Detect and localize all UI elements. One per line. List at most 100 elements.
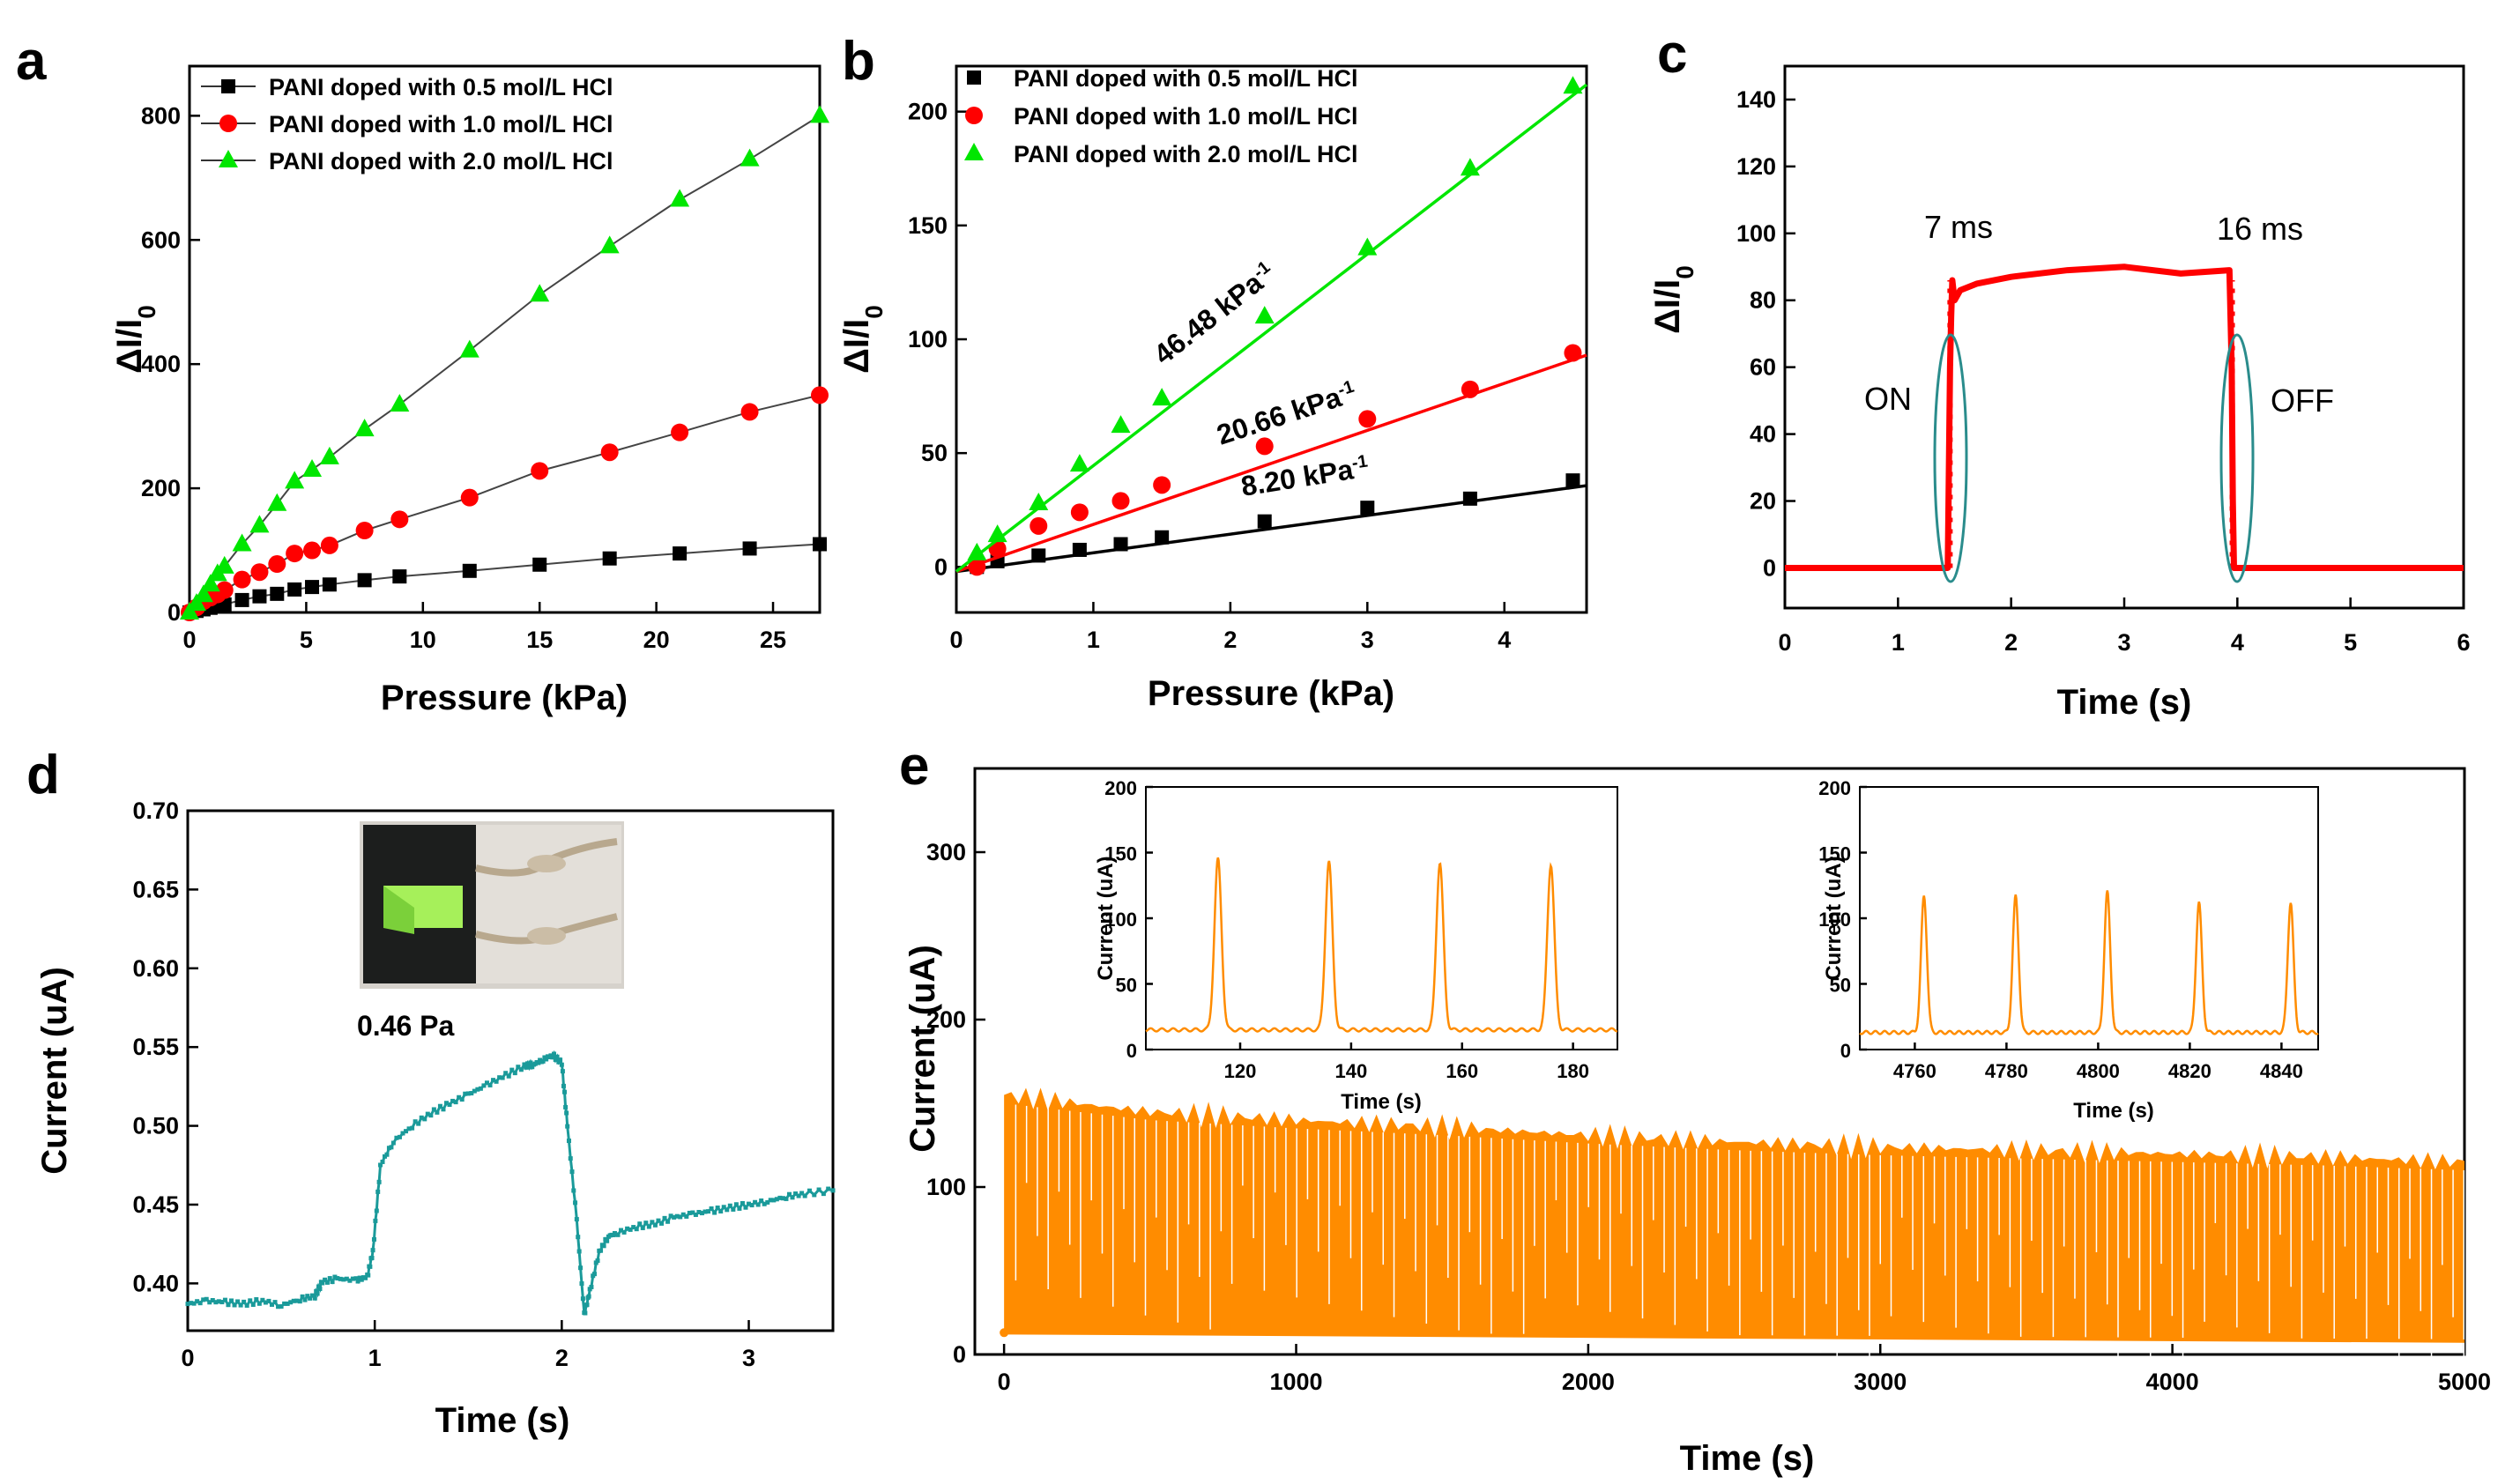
data-point [793,1191,799,1197]
data-point [1255,437,1274,456]
y-tick-label: 200 [141,475,181,501]
data-point [571,1188,576,1193]
data-point [350,1276,355,1281]
data-point [460,488,479,507]
panel-e-series [1000,1087,2465,1370]
x-tick-label: 4820 [2168,1060,2212,1082]
data-point [287,582,302,597]
y-tick-label: 100 [1736,220,1776,247]
data-point [693,1212,698,1217]
panel-d-xlabel: Time (s) [435,1401,570,1440]
data-point [715,1206,720,1211]
x-tick-label: 5 [2344,629,2357,656]
data-point [484,1080,489,1086]
y-tick-label: 50 [1116,975,1137,997]
data-point [668,1213,673,1219]
panel-d: d 0 1 2 3 0.40 0.45 0.50 0.55 0.60 0.65 0.70 0.46 … [26,745,836,1440]
y-tick-label: 0.70 [132,798,179,824]
data-point [718,1209,724,1214]
data-point [1111,492,1130,510]
y-tick-label: 100 [926,1174,966,1200]
data-point [327,1276,332,1281]
y-tick-label: 200 [1818,777,1851,799]
x-tick-label: 4 [1498,627,1511,653]
data-point [522,1062,527,1067]
data-point [699,1211,704,1216]
panel-a-letter: a [16,31,47,92]
data-point [222,1297,227,1302]
data-point [384,1152,390,1157]
data-point [544,1057,549,1062]
legend-a-square-marker [221,79,235,93]
data-point [1030,516,1048,535]
data-point [260,1297,265,1302]
data-point [560,1069,565,1074]
data-point [249,515,270,533]
x-tick-label: 6 [2457,629,2470,656]
data-point [780,1196,785,1201]
data-point [392,569,407,584]
data-point [472,1088,477,1094]
data-point [1031,548,1046,563]
data-point [319,446,339,464]
data-point [317,1287,323,1292]
data-point [481,1083,487,1088]
data-point [359,1277,364,1282]
data-point [291,1298,296,1303]
data-point [185,1302,190,1307]
data-point [563,1104,569,1109]
data-point [338,1276,343,1281]
y-tick-label: 200 [908,99,948,125]
inset-1-ticks: 120 140 160 180 0 50 100 150 200 [1104,777,1589,1082]
y-tick-label: 200 [926,1006,966,1033]
data-point [615,1232,621,1237]
x-tick-label: 5000 [2438,1369,2491,1395]
data-point [816,1187,821,1192]
data-point [516,1065,521,1070]
x-tick-label: 2 [1223,627,1237,653]
data-point [673,546,688,561]
data-point [347,1278,353,1283]
data-point [678,1214,683,1220]
data-point [552,1051,557,1057]
data-point [323,1277,328,1282]
data-point [400,1131,405,1136]
panel-d-letter: d [26,745,60,805]
data-point [680,1212,686,1217]
x-tick-label: 1 [1087,627,1100,653]
data-point [506,1073,511,1079]
data-point [659,1221,665,1226]
panel-d-ticks: 0 1 2 3 0.40 0.45 0.50 0.55 0.60 0.65 0.70 [132,798,755,1371]
data-point [631,1225,636,1230]
data-point [453,1100,458,1105]
data-point [286,545,304,563]
x-tick-label: 4000 [2146,1369,2199,1395]
y-tick-label: 800 [141,102,181,129]
data-point [580,1296,585,1302]
data-point [459,1097,465,1102]
series-line [189,394,821,613]
legend-a-triangle-marker [219,150,238,167]
x-tick-label: 2000 [1562,1369,1615,1395]
x-tick-label: 20 [643,627,670,653]
data-point [774,1197,779,1202]
panel-b-slope-black: 8.20 kPa-1 [1238,451,1371,502]
panel-e-inset-1: 120 140 160 180 0 50 100 150 200 Time (s) Curren… [1094,777,1618,1114]
data-point [378,1162,383,1168]
data-point [566,1139,571,1144]
data-point [233,570,251,589]
x-tick-label: 4800 [2077,1060,2120,1082]
data-point [282,1301,287,1306]
data-point [354,419,375,437]
panel-b-xlabel: Pressure (kPa) [1148,674,1394,713]
data-point [696,1209,702,1214]
data-point [390,1140,396,1146]
data-point [650,1220,655,1225]
x-tick-label: 0 [181,1345,194,1371]
legend-b-1: PANI doped with 1.0 mol/L HCl [1014,103,1358,130]
data-point [747,1201,752,1206]
panel-d-series [185,1050,836,1316]
data-point [1155,530,1170,545]
y-tick-label: 0 [1840,1040,1851,1062]
panel-b-letter: b [842,31,875,92]
